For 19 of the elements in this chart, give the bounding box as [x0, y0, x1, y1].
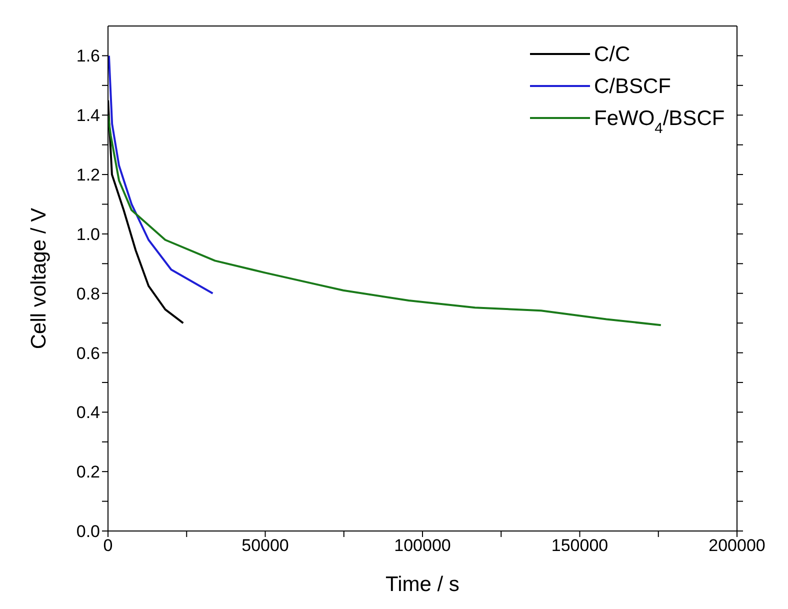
x-tick-label: 100000	[394, 536, 451, 556]
y-tick-label: 1.2	[76, 166, 100, 185]
y-tick-label: 1.0	[76, 224, 100, 244]
y-axis-title: Cell voltage / V	[27, 208, 50, 350]
x-tick-label: 150000	[551, 536, 608, 556]
y-tick-label: 0.4	[76, 403, 100, 422]
y-tick-label: 0.6	[76, 344, 100, 363]
x-axis-title: Time / s	[386, 573, 460, 596]
legend-label: FeWO$_{4}$/BSCF	[594, 107, 725, 137]
legend-label: C/C	[594, 43, 630, 66]
y-tick-label: 0.8	[76, 284, 100, 304]
y-tick-label: 0.0	[76, 522, 100, 542]
y-tick-label: 1.6	[76, 46, 100, 66]
x-tick-label: 50000	[242, 536, 289, 556]
legend-label: C/BSCF	[594, 75, 672, 98]
y-tick-label: 0.2	[76, 462, 100, 482]
y-tick-label: 1.4	[76, 106, 100, 126]
x-tick-label: 0	[103, 536, 113, 556]
x-tick-label: 200000	[708, 536, 766, 556]
